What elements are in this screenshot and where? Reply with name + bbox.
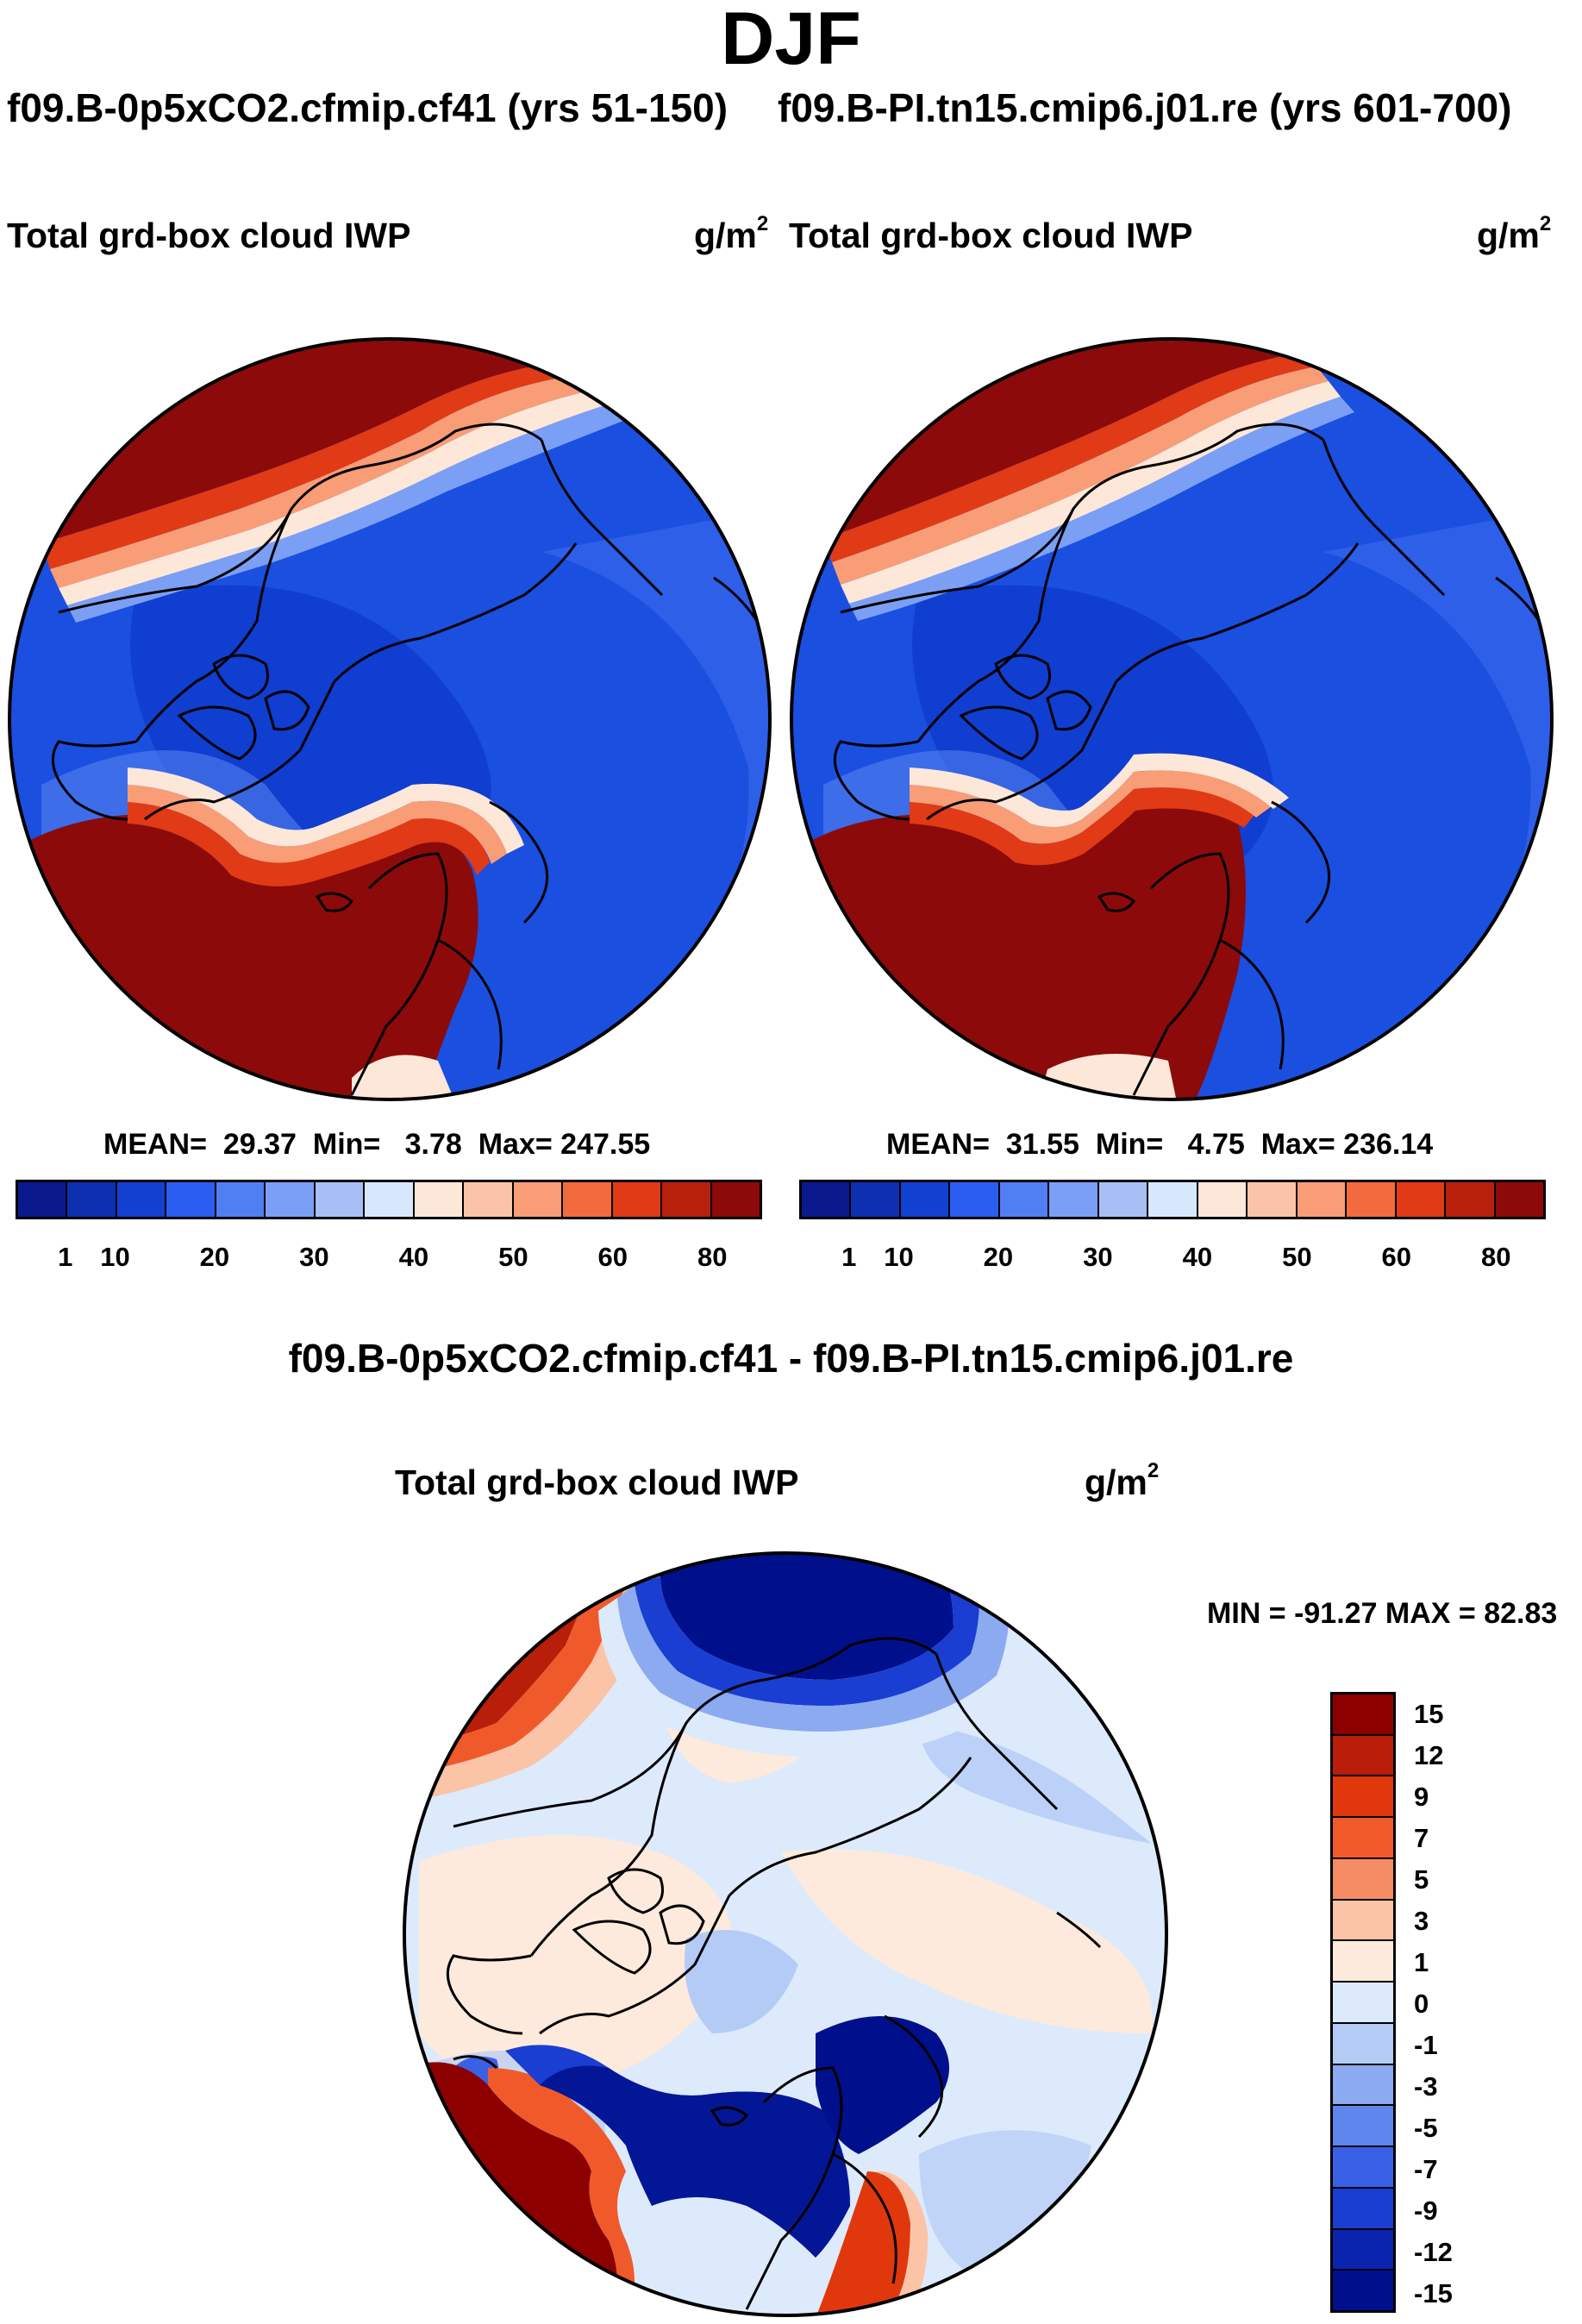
right-variable-label: Total grd-box cloud IWP [789,216,1193,255]
colorbar-swatch [1446,1182,1496,1217]
colorbar-swatch [950,1182,1000,1217]
colorbar-swatch [1333,1735,1393,1777]
colorbar-swatch [1333,2147,1393,2189]
figure-title: DJF [721,0,861,80]
colorbar-tick-label: 3 [1414,1906,1429,1937]
colorbar-swatch [1495,1182,1544,1217]
colorbar-swatch [365,1182,415,1217]
colorbar-swatch [414,1182,465,1217]
colorbar-tick-label: -5 [1414,2113,1438,2144]
diff-polar-map [403,1551,1168,2317]
colorbar-tick-label: 0 [1414,1989,1429,2020]
colorbar-tick-label: 1 [1414,1947,1429,1978]
diff-stats: MIN = -91.27 MAX = 82.83 [1207,1597,1558,1630]
diff-colorbar [1330,1692,1396,2313]
colorbar-tick-label: 7 [1414,1823,1429,1854]
colorbar-swatch [1098,1182,1149,1217]
colorbar-tick-label: 1 [58,1242,73,1272]
colorbar-swatch [563,1182,613,1217]
colorbar-swatch [802,1182,852,1217]
colorbar-tick-label: -9 [1414,2196,1438,2227]
colorbar-swatch [18,1182,68,1217]
colorbar-swatch [851,1182,901,1217]
colorbar-swatch [166,1182,216,1217]
colorbar-tick-label: 15 [1414,1699,1444,1730]
colorbar-swatch [266,1182,316,1217]
left-variable-label: Total grd-box cloud IWP [7,216,411,255]
colorbar-swatch [513,1182,564,1217]
colorbar-tick-label: 60 [597,1242,628,1272]
colorbar-tick-label: 9 [1414,1782,1429,1813]
colorbar-swatch [216,1182,266,1217]
left-unit-label: g/m2 [694,212,769,255]
colorbar-tick-label: 60 [1381,1242,1412,1272]
colorbar-swatch [662,1182,712,1217]
colorbar-tick-label: 80 [697,1242,728,1272]
colorbar-swatch [1396,1182,1447,1217]
colorbar-swatch [1333,1858,1393,1901]
colorbar-swatch [1333,1776,1393,1819]
colorbar-swatch [1197,1182,1248,1217]
right-unit-label: g/m2 [1477,212,1552,255]
colorbar-swatch [1333,2271,1393,2311]
colorbar-swatch [1297,1182,1348,1217]
colorbar-tick-label: -1 [1414,2030,1438,2061]
colorbar-swatch [1333,2229,1393,2271]
colorbar-tick-label: 10 [884,1242,914,1272]
colorbar-swatch [1333,1941,1393,1983]
colorbar-swatch [1333,1983,1393,2024]
run-b-title: f09.B-PI.tn15.cmip6.j01.re (yrs 601-700) [778,85,1512,130]
colorbar-swatch [999,1182,1050,1217]
colorbar-tick-label: 10 [100,1242,130,1272]
colorbar-tick-label: 50 [498,1242,528,1272]
colorbar-swatch [67,1182,117,1217]
left-stats: MEAN= 29.37 Min= 3.78 Max= 247.55 [103,1128,651,1161]
colorbar-tick-label: 20 [199,1242,230,1272]
colorbar-tick-label: 80 [1481,1242,1511,1272]
colorbar-swatch [1333,1900,1393,1942]
colorbar-swatch [1333,1818,1393,1859]
colorbar-tick-label: 40 [1182,1242,1213,1272]
colorbar-swatch [315,1182,366,1217]
colorbar-tick-label: 12 [1414,1740,1444,1771]
colorbar-swatch [1148,1182,1198,1217]
colorbar-swatch [1333,2064,1393,2107]
left-polar-map [8,337,772,1101]
diff-title: f09.B-0p5xCO2.cfmip.cf41 - f09.B-PI.tn15… [288,1336,1294,1381]
colorbar-swatch [116,1182,167,1217]
right-colorbar [799,1180,1546,1219]
colorbar-tick-label: 30 [299,1242,329,1272]
colorbar-swatch [1333,2106,1393,2148]
colorbar-swatch [900,1182,951,1217]
colorbar-tick-label: 1 [841,1242,857,1272]
colorbar-swatch [1333,2188,1393,2230]
colorbar-swatch [1347,1182,1397,1217]
colorbar-swatch [1333,1694,1393,1736]
run-a-title: f09.B-0p5xCO2.cfmip.cf41 (yrs 51-150) [7,85,728,130]
colorbar-tick-label: 50 [1282,1242,1312,1272]
right-polar-map [790,337,1554,1101]
right-stats: MEAN= 31.55 Min= 4.75 Max= 236.14 [886,1128,1434,1161]
colorbar-tick-label: 30 [1083,1242,1113,1272]
colorbar-swatch [464,1182,514,1217]
colorbar-tick-label: -3 [1414,2071,1438,2102]
colorbar-swatch [612,1182,663,1217]
colorbar-swatch [1333,2023,1393,2065]
left-colorbar [16,1180,762,1219]
colorbar-swatch [711,1182,760,1217]
diff-unit-label: g/m2 [1085,1459,1160,1502]
colorbar-tick-label: 40 [398,1242,429,1272]
colorbar-swatch [1247,1182,1297,1217]
colorbar-tick-label: 5 [1414,1864,1429,1895]
colorbar-tick-label: -15 [1414,2278,1453,2309]
diff-variable-label: Total grd-box cloud IWP [395,1463,799,1502]
colorbar-swatch [1049,1182,1099,1217]
colorbar-tick-label: -7 [1414,2154,1438,2185]
colorbar-tick-label: -12 [1414,2237,1453,2268]
colorbar-tick-label: 20 [983,1242,1014,1272]
